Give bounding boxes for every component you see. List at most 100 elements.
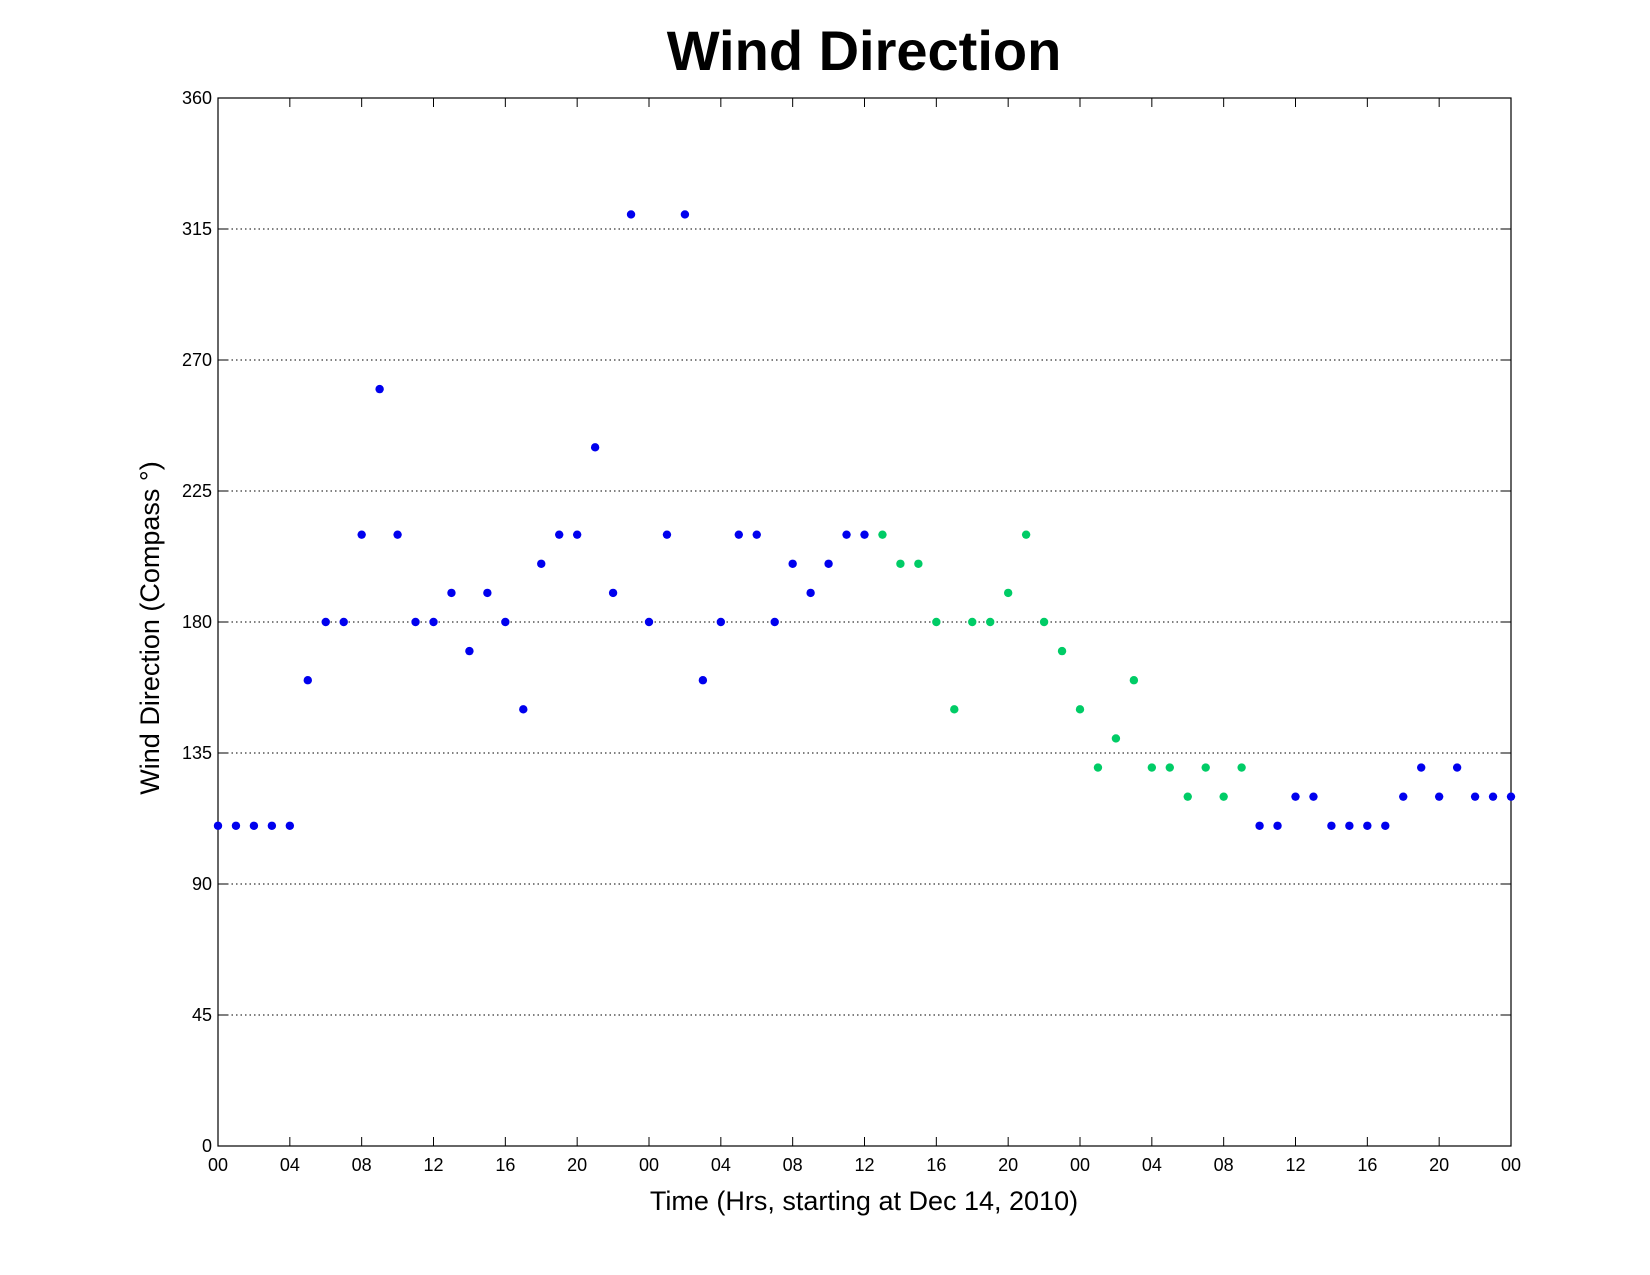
- data-point: [411, 617, 420, 627]
- data-point: [734, 530, 743, 539]
- data-point: [267, 821, 277, 830]
- data-point: [1470, 792, 1480, 801]
- data-point: [572, 530, 582, 539]
- data-point: [1111, 734, 1121, 743]
- data-point: [968, 617, 977, 627]
- x-tick-label: 04: [1142, 1155, 1162, 1175]
- y-tick-label: 45: [192, 1005, 212, 1025]
- data-point: [447, 588, 456, 598]
- y-tick-label: 180: [182, 612, 212, 632]
- data-point: [501, 617, 510, 627]
- data-point: [1165, 763, 1174, 772]
- data-point: [788, 559, 797, 568]
- data-point: [1434, 792, 1444, 801]
- data-point: [1417, 763, 1426, 772]
- y-tick-label: 360: [182, 88, 212, 108]
- data-point: [1075, 705, 1085, 714]
- x-tick-label: 08: [783, 1155, 803, 1175]
- data-point: [1273, 821, 1282, 830]
- data-point: [950, 705, 959, 714]
- data-point: [878, 530, 887, 539]
- data-point: [321, 617, 330, 627]
- data-point: [608, 588, 618, 598]
- axis-ticks: 0 45 90 135 180 225 270 315 360 00 04 08 12 16 20 00 04 0…: [182, 88, 1521, 1175]
- data-point: [339, 617, 348, 627]
- x-tick-label: 16: [495, 1155, 515, 1175]
- data-point: [1039, 617, 1049, 627]
- data-point: [357, 530, 366, 539]
- data-point: [231, 821, 241, 830]
- x-tick-label: 20: [567, 1155, 587, 1175]
- data-point: [537, 559, 546, 568]
- data-point: [698, 676, 708, 685]
- chart-title: Wind Direction: [667, 19, 1062, 82]
- data-point: [590, 443, 600, 452]
- data-point: [860, 530, 869, 539]
- data-point: [1147, 763, 1157, 772]
- x-tick-label: 16: [926, 1155, 946, 1175]
- data-point: [914, 559, 923, 568]
- y-tick-label: 0: [202, 1136, 212, 1156]
- x-axis-label: Time (Hrs, starting at Dec 14, 2010): [650, 1186, 1078, 1216]
- data-point: [1399, 792, 1408, 801]
- data-point: [1021, 530, 1031, 539]
- y-tick-label: 315: [182, 219, 212, 239]
- data-point: [483, 588, 492, 598]
- data-point: [1219, 792, 1228, 801]
- x-tick-label: 04: [280, 1155, 300, 1175]
- x-tick-label: 00: [1501, 1155, 1521, 1175]
- data-point: [1093, 763, 1103, 772]
- data-point: [1129, 676, 1139, 685]
- y-axis-label: Wind Direction (Compass °): [135, 461, 165, 794]
- data-point: [375, 384, 384, 394]
- x-tick-label: 00: [208, 1155, 228, 1175]
- data-point: [1237, 763, 1246, 772]
- y-tick-label: 270: [182, 350, 212, 370]
- data-point: [393, 530, 402, 539]
- data-point: [213, 821, 223, 830]
- data-point: [716, 617, 726, 627]
- data-point: [1327, 821, 1336, 830]
- x-tick-label: 04: [711, 1155, 731, 1175]
- x-tick-label: 16: [1357, 1155, 1377, 1175]
- y-tick-label: 135: [182, 743, 212, 763]
- x-tick-label: 08: [1214, 1155, 1234, 1175]
- data-point: [1057, 646, 1067, 656]
- x-tick-label: 12: [423, 1155, 443, 1175]
- x-tick-label: 20: [998, 1155, 1018, 1175]
- data-point: [519, 705, 528, 714]
- x-tick-label: 12: [1285, 1155, 1305, 1175]
- data-point: [429, 617, 438, 627]
- data-point: [932, 617, 941, 627]
- data-point: [680, 210, 690, 219]
- x-tick-label: 00: [639, 1155, 659, 1175]
- data-point: [644, 617, 654, 627]
- x-tick-label: 20: [1429, 1155, 1449, 1175]
- data-point: [1363, 821, 1372, 830]
- data-point: [986, 617, 995, 627]
- data-point: [752, 530, 761, 539]
- data-point: [770, 617, 779, 627]
- data-point: [842, 530, 851, 539]
- data-point: [824, 559, 833, 568]
- data-point: [1381, 821, 1390, 830]
- data-points: [213, 210, 1516, 830]
- data-point: [1345, 821, 1354, 830]
- data-point: [465, 646, 474, 656]
- data-point: [662, 530, 672, 539]
- data-point: [249, 821, 259, 830]
- data-point: [896, 559, 905, 568]
- data-point: [626, 210, 636, 219]
- data-point: [1452, 763, 1462, 772]
- data-point: [1183, 792, 1192, 801]
- data-point: [1201, 763, 1210, 772]
- data-point: [1506, 792, 1516, 801]
- data-point: [555, 530, 564, 539]
- data-point: [1291, 792, 1300, 801]
- data-point: [1003, 588, 1013, 598]
- data-point: [1488, 792, 1498, 801]
- x-tick-label: 00: [1070, 1155, 1090, 1175]
- data-point: [806, 588, 815, 598]
- x-tick-label: 08: [352, 1155, 372, 1175]
